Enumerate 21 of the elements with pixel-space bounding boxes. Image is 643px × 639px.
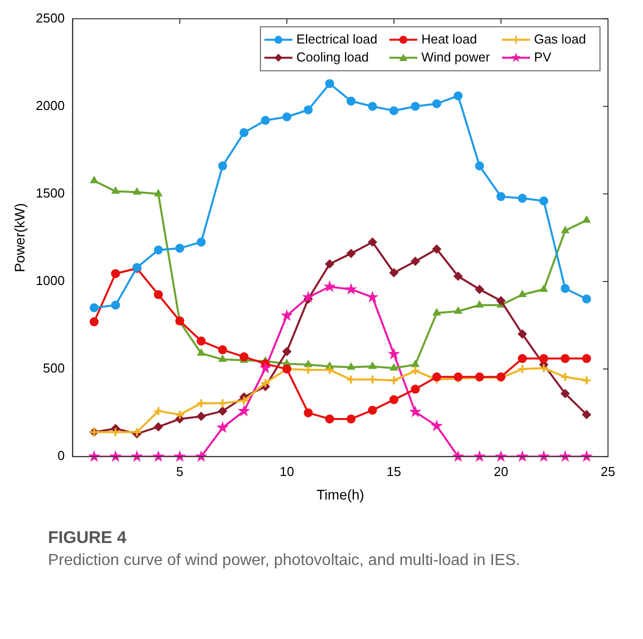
text: Prediction curve of wind power, photovoltaic, and multi-load in IES.: [48, 552, 522, 570]
x-tick-label: 5: [176, 464, 184, 479]
legend-label: Gas load: [534, 31, 586, 46]
legend-label: PV: [534, 49, 552, 64]
y-tick-label: 1000: [36, 273, 65, 288]
y-axis-title: Power(kW): [11, 203, 28, 272]
legend-label: Cooling load: [296, 49, 369, 64]
x-tick-label: 25: [600, 464, 616, 479]
legend-label: Electrical load: [296, 31, 378, 46]
text: FIGURE 4: [48, 528, 128, 548]
x-tick-label: 10: [280, 464, 294, 479]
y-tick-label: 2000: [36, 98, 65, 113]
y-tick-label: 1500: [36, 186, 65, 200]
y-tick-label: 2500: [36, 10, 65, 26]
x-tick-label: 15: [386, 464, 402, 479]
legend-label: Wind power: [421, 49, 491, 64]
y-tick-label: 0: [57, 448, 65, 464]
y-tick-label: 500: [43, 360, 65, 376]
x-tick-label: 20: [494, 464, 508, 479]
x-axis-title: Time(h): [316, 486, 364, 502]
legend-label: Heat load: [421, 31, 477, 46]
